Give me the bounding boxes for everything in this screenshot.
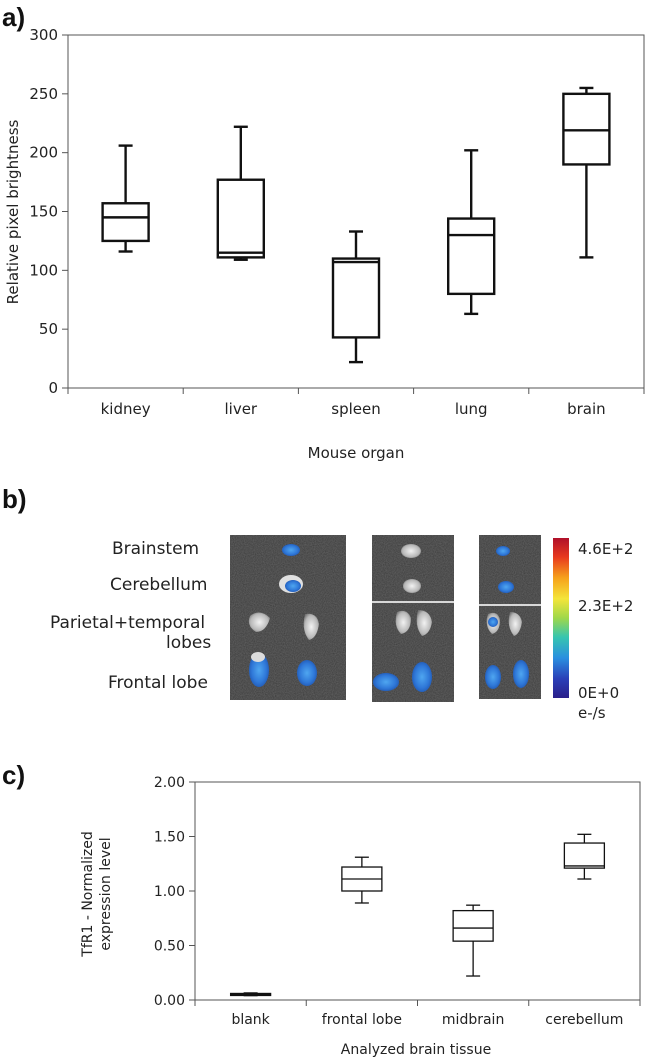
tissue-label-cerebellum: Cerebellum: [110, 575, 207, 595]
x-tick-label: spleen: [331, 400, 380, 418]
fluorescence-image-panel: Brainstem Cerebellum Parietal+temporal l…: [0, 500, 661, 740]
x-tick-label: frontal lobe: [322, 1012, 402, 1028]
x-tick-label: kidney: [101, 400, 151, 418]
fluorescence-image-svg: Brainstem Cerebellum Parietal+temporal l…: [50, 535, 633, 722]
box-frontal-lobe: [341, 856, 383, 904]
box-spleen: [331, 230, 381, 364]
x-axis-ticks: blank frontal lobe midbrain cerebellum: [194, 1000, 641, 1028]
panel-b-letter: b): [2, 484, 27, 514]
tissue-label-parietal-temporal: Parietal+temporal: [50, 613, 205, 633]
x-tick-label: cerebellum: [545, 1012, 623, 1028]
box-series: [101, 86, 611, 364]
box-series: [229, 833, 606, 997]
box-liver: [216, 125, 266, 261]
colorbar-mid-label: 2.3E+2: [578, 597, 633, 615]
box-iqr: [452, 909, 494, 942]
colorbar: [553, 538, 569, 698]
x-tick-label: brain: [567, 400, 606, 418]
y-axis-ticks: 0.00 0.50 1.00 1.50 2.00: [154, 775, 195, 1009]
tissue-label-lobes: lobes: [166, 633, 211, 653]
colorbar-min-label: 0E+0: [578, 684, 619, 702]
plot-frame: [194, 781, 641, 1001]
panel-a-letter: a): [2, 2, 26, 32]
y-tick-label: 0.50: [154, 939, 185, 955]
x-tick-label: lung: [455, 400, 488, 418]
panel-c-letter: c): [2, 760, 26, 790]
box-iqr: [447, 217, 496, 296]
y-tick-label: 100: [29, 261, 58, 279]
y-tick-label: 0.00: [154, 993, 185, 1009]
box-lung: [447, 149, 496, 316]
organ-brightness-boxplot: 0 50 100 150 200 250 300 kidney liver spleen lung…: [4, 26, 645, 462]
tfr1-expression-boxplot: 0.00 0.50 1.00 1.50 2.00 blank frontal lobe mi…: [80, 775, 641, 1058]
colorbar-unit-label: e-/s: [578, 704, 606, 722]
x-axis-title: Mouse organ: [308, 444, 405, 462]
y-tick-label: 150: [29, 203, 58, 221]
y-tick-label: 1.00: [154, 884, 185, 900]
x-axis-title: Analyzed brain tissue: [341, 1042, 491, 1058]
fluorescence-image-3: [479, 535, 541, 699]
x-tick-label: blank: [231, 1012, 270, 1028]
y-tick-label: 1.50: [154, 830, 185, 846]
fluorescence-image-1: [230, 535, 346, 700]
plot-frame: [67, 34, 645, 389]
x-tick-label: midbrain: [442, 1012, 504, 1028]
tissue-label-frontal-lobe: Frontal lobe: [108, 673, 208, 693]
y-tick-label: 200: [29, 144, 58, 162]
box-blank: [229, 992, 272, 997]
y-axis-title-line-1: TfR1 - Normalized: [80, 831, 96, 957]
tissue-label-brainstem: Brainstem: [112, 539, 199, 559]
box-iqr: [216, 178, 266, 259]
box-kidney: [101, 144, 150, 253]
box-midbrain: [452, 904, 494, 977]
y-tick-label: 50: [39, 320, 58, 338]
y-tick-label: 2.00: [154, 775, 185, 791]
box-brain: [562, 86, 611, 259]
box-iqr: [101, 202, 150, 243]
y-axis-title: Relative pixel brightness: [4, 119, 22, 304]
y-axis-ticks: 0 50 100 150 200 250 300: [29, 26, 68, 397]
box-cerebellum: [563, 833, 606, 880]
y-axis-title-line-2: expression level: [98, 837, 114, 950]
box-iqr: [563, 842, 606, 869]
x-axis-ticks: kidney liver spleen lung brain: [67, 388, 645, 418]
colorbar-max-label: 4.6E+2: [578, 540, 633, 558]
y-tick-label: 250: [29, 85, 58, 103]
fluorescence-image-2: [372, 535, 454, 702]
box-iqr: [331, 257, 381, 339]
y-tick-label: 0: [48, 379, 58, 397]
x-tick-label: liver: [224, 400, 257, 418]
y-tick-label: 300: [29, 26, 58, 44]
